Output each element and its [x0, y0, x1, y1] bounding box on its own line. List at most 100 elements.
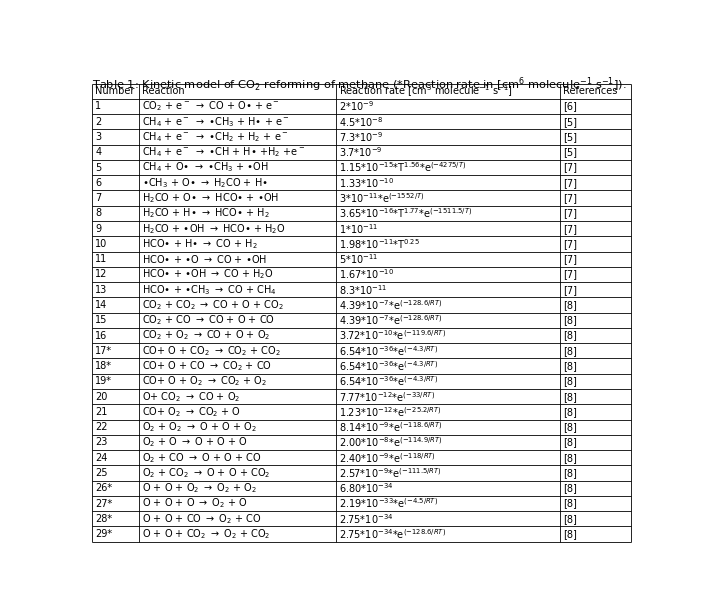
Text: 14: 14 — [95, 300, 107, 310]
Text: 1*10$^{-11}$: 1*10$^{-11}$ — [339, 222, 379, 235]
Text: 16: 16 — [95, 330, 107, 341]
Text: 4: 4 — [95, 147, 102, 158]
Text: O$_2$ + O $\rightarrow$ O + O + O: O$_2$ + O $\rightarrow$ O + O + O — [142, 436, 248, 449]
Text: HCO$\bullet$ + $\bullet$O $\rightarrow$ CO + $\bullet$OH: HCO$\bullet$ + $\bullet$O $\rightarrow$ … — [142, 253, 268, 265]
Text: 1.23*10$^{-12}$*e$^{(-25.2/RT)}$: 1.23*10$^{-12}$*e$^{(-25.2/RT)}$ — [339, 405, 442, 419]
Text: 3: 3 — [95, 132, 102, 142]
Text: [8]: [8] — [563, 453, 577, 463]
Text: 12: 12 — [95, 270, 107, 280]
Text: 7: 7 — [95, 193, 102, 203]
Text: HCO$\bullet$ + $\bullet$OH $\rightarrow$ CO + H$_2$O: HCO$\bullet$ + $\bullet$OH $\rightarrow$… — [142, 267, 274, 281]
Text: [7]: [7] — [563, 162, 577, 173]
Text: 22: 22 — [95, 422, 108, 432]
Text: O + O + CO$_2$ $\rightarrow$ O$_2$ + CO$_2$: O + O + CO$_2$ $\rightarrow$ O$_2$ + CO$… — [142, 527, 271, 541]
Text: 28*: 28* — [95, 514, 112, 524]
Text: CO+ O$_2$ $\rightarrow$ CO$_2$ + O: CO+ O$_2$ $\rightarrow$ CO$_2$ + O — [142, 405, 242, 419]
Text: O$_2$ + O$_2$ $\rightarrow$ O + O + O$_2$: O$_2$ + O$_2$ $\rightarrow$ O + O + O$_2… — [142, 421, 257, 434]
Text: 1.67*10$^{-10}$: 1.67*10$^{-10}$ — [339, 267, 394, 281]
Text: H$_2$CO + $\bullet$OH $\rightarrow$ HCO$\bullet$ + H$_2$O: H$_2$CO + $\bullet$OH $\rightarrow$ HCO$… — [142, 222, 286, 235]
Text: 5*10$^{-11}$: 5*10$^{-11}$ — [339, 253, 379, 266]
Text: HCO$\bullet$ + $\bullet$CH$_3$ $\rightarrow$ CO + CH$_4$: HCO$\bullet$ + $\bullet$CH$_3$ $\rightar… — [142, 283, 277, 297]
Text: 21: 21 — [95, 407, 107, 417]
Text: [7]: [7] — [563, 208, 577, 218]
Text: O$_2$ + CO $\rightarrow$ O + O + CO: O$_2$ + CO $\rightarrow$ O + O + CO — [142, 451, 262, 465]
Text: 20: 20 — [95, 392, 107, 402]
Text: H$_2$CO + H$\bullet$ $\rightarrow$ HCO$\bullet$ + H$_2$: H$_2$CO + H$\bullet$ $\rightarrow$ HCO$\… — [142, 207, 270, 220]
Text: 3.7*10$^{-9}$: 3.7*10$^{-9}$ — [339, 145, 383, 159]
Text: CO$_2$ + e$^-$ $\rightarrow$ CO + O$\bullet$ + e$^-$: CO$_2$ + e$^-$ $\rightarrow$ CO + O$\bul… — [142, 99, 281, 113]
Text: [8]: [8] — [563, 361, 577, 371]
Text: [8]: [8] — [563, 529, 577, 539]
Text: [8]: [8] — [563, 300, 577, 310]
Text: CO+ O + O$_2$ $\rightarrow$ CO$_2$ + O$_2$: CO+ O + O$_2$ $\rightarrow$ CO$_2$ + O$_… — [142, 375, 268, 388]
Text: 6.54*10$^{-36}$*e$^{(-4.3/RT)}$: 6.54*10$^{-36}$*e$^{(-4.3/RT)}$ — [339, 344, 439, 358]
Text: 2.00*10$^{-8}$*e$^{(-114.9/RT)}$: 2.00*10$^{-8}$*e$^{(-114.9/RT)}$ — [339, 436, 443, 449]
Text: CO$_2$ + CO$_2$ $\rightarrow$ CO + O + CO$_2$: CO$_2$ + CO$_2$ $\rightarrow$ CO + O + C… — [142, 298, 285, 312]
Text: 11: 11 — [95, 254, 107, 264]
Text: 10: 10 — [95, 239, 107, 249]
Text: 4.39*10$^{-7}$*e$^{(-128.6/RT)}$: 4.39*10$^{-7}$*e$^{(-128.6/RT)}$ — [339, 313, 443, 327]
Text: 3.65*10$^{-16}$*T$^{1.77}$*e$^{(-1511.5/T)}$: 3.65*10$^{-16}$*T$^{1.77}$*e$^{(-1511.5/… — [339, 207, 472, 220]
Text: 1.98*10$^{-11}$*T$^{0.25}$: 1.98*10$^{-11}$*T$^{0.25}$ — [339, 237, 420, 251]
Text: [8]: [8] — [563, 315, 577, 326]
Text: 1.33*10$^{-10}$: 1.33*10$^{-10}$ — [339, 176, 394, 190]
Text: [5]: [5] — [563, 147, 577, 158]
Text: CO+ O + CO$_2$ $\rightarrow$ CO$_2$ + CO$_2$: CO+ O + CO$_2$ $\rightarrow$ CO$_2$ + CO… — [142, 344, 281, 358]
Text: 29*: 29* — [95, 529, 112, 539]
Text: [5]: [5] — [563, 132, 577, 142]
Text: H$_2$CO + O$\bullet$ $\rightarrow$ HCO$\bullet$ + $\bullet$OH: H$_2$CO + O$\bullet$ $\rightarrow$ HCO$\… — [142, 191, 280, 205]
Text: 23: 23 — [95, 438, 107, 447]
Text: 2.75*10$^{-34}$: 2.75*10$^{-34}$ — [339, 512, 393, 526]
Text: [7]: [7] — [563, 178, 577, 188]
Text: [7]: [7] — [563, 270, 577, 280]
Text: $\bullet$CH$_3$ + O$\bullet$ $\rightarrow$ H$_2$CO + H$\bullet$: $\bullet$CH$_3$ + O$\bullet$ $\rightarro… — [142, 176, 269, 190]
Text: 1.15*10$^{-15}$*T$^{1.56}$*e$^{(-4275/T)}$: 1.15*10$^{-15}$*T$^{1.56}$*e$^{(-4275/T)… — [339, 161, 467, 175]
Text: [8]: [8] — [563, 376, 577, 386]
Text: 6.54*10$^{-36}$*e$^{(-4.3/RT)}$: 6.54*10$^{-36}$*e$^{(-4.3/RT)}$ — [339, 359, 439, 373]
Text: 2.57*10$^{-9}$*e$^{(-111.5/RT)}$: 2.57*10$^{-9}$*e$^{(-111.5/RT)}$ — [339, 466, 442, 480]
Text: 26*: 26* — [95, 483, 112, 493]
Text: CO$_2$ + O$_2$ $\rightarrow$ CO + O + O$_2$: CO$_2$ + O$_2$ $\rightarrow$ CO + O + O$… — [142, 329, 271, 343]
Text: [8]: [8] — [563, 514, 577, 524]
Text: Number: Number — [95, 86, 135, 96]
Text: [8]: [8] — [563, 407, 577, 417]
Text: O + O + O $\rightarrow$ O$_2$ + O: O + O + O $\rightarrow$ O$_2$ + O — [142, 497, 248, 511]
Text: 6.54*10$^{-36}$*e$^{(-4.3/RT)}$: 6.54*10$^{-36}$*e$^{(-4.3/RT)}$ — [339, 375, 439, 388]
Text: CH$_4$ + e$^-$ $\rightarrow$ $\bullet$CH + H$\bullet$ +H$_2$ +e$^-$: CH$_4$ + e$^-$ $\rightarrow$ $\bullet$CH… — [142, 145, 306, 159]
Text: HCO$\bullet$ + H$\bullet$ $\rightarrow$ CO + H$_2$: HCO$\bullet$ + H$\bullet$ $\rightarrow$ … — [142, 237, 258, 251]
Text: 3.72*10$^{-10}$*e$^{(-119.6/RT)}$: 3.72*10$^{-10}$*e$^{(-119.6/RT)}$ — [339, 329, 446, 343]
Text: 13: 13 — [95, 284, 107, 295]
Text: O + O + CO $\rightarrow$ O$_2$ + CO: O + O + CO $\rightarrow$ O$_2$ + CO — [142, 512, 262, 526]
Text: 8: 8 — [95, 208, 102, 218]
Text: [7]: [7] — [563, 239, 577, 249]
Text: CO+ O + CO $\rightarrow$ CO$_2$ + CO: CO+ O + CO $\rightarrow$ CO$_2$ + CO — [142, 359, 272, 373]
Text: [8]: [8] — [563, 483, 577, 493]
Text: Reaction: Reaction — [142, 86, 185, 96]
Text: O$_2$ + CO$_2$ $\rightarrow$ O + O + CO$_2$: O$_2$ + CO$_2$ $\rightarrow$ O + O + CO$… — [142, 466, 271, 480]
Text: O+ CO$_2$ $\rightarrow$ CO + O$_2$: O+ CO$_2$ $\rightarrow$ CO + O$_2$ — [142, 390, 241, 403]
Text: CH$_4$ + e$^-$ $\rightarrow$ $\bullet$CH$_2$ + H$_2$ + e$^-$: CH$_4$ + e$^-$ $\rightarrow$ $\bullet$CH… — [142, 130, 289, 144]
Text: [8]: [8] — [563, 346, 577, 356]
Text: 7.77*10$^{-12}$*e$^{(-33/RT)}$: 7.77*10$^{-12}$*e$^{(-33/RT)}$ — [339, 390, 435, 403]
Text: References: References — [563, 86, 617, 96]
Text: O + O + O$_2$ $\rightarrow$ O$_2$ + O$_2$: O + O + O$_2$ $\rightarrow$ O$_2$ + O$_2… — [142, 481, 257, 495]
Text: 1: 1 — [95, 102, 102, 112]
Text: [6]: [6] — [563, 102, 577, 112]
Text: 4.5*10$^{-8}$: 4.5*10$^{-8}$ — [339, 115, 384, 129]
Text: CH$_4$ + e$^-$ $\rightarrow$ $\bullet$CH$_3$ + H$\bullet$ + e$^-$: CH$_4$ + e$^-$ $\rightarrow$ $\bullet$CH… — [142, 115, 290, 129]
Text: 2.75*10$^{-34}$*e$^{(-128.6/RT)}$: 2.75*10$^{-34}$*e$^{(-128.6/RT)}$ — [339, 527, 446, 541]
Text: [5]: [5] — [563, 116, 577, 127]
Text: 8.14*10$^{-9}$*e$^{(-118.6/RT)}$: 8.14*10$^{-9}$*e$^{(-118.6/RT)}$ — [339, 421, 443, 434]
Text: CH$_4$ + O$\bullet$ $\rightarrow$ $\bullet$CH$_3$ + $\bullet$OH: CH$_4$ + O$\bullet$ $\rightarrow$ $\bull… — [142, 161, 269, 175]
Text: 25: 25 — [95, 468, 108, 478]
Text: 6.80*10$^{-34}$: 6.80*10$^{-34}$ — [339, 481, 394, 495]
Text: [8]: [8] — [563, 438, 577, 447]
Text: [8]: [8] — [563, 468, 577, 478]
Text: 2*10$^{-9}$: 2*10$^{-9}$ — [339, 99, 374, 113]
Text: 19*: 19* — [95, 376, 112, 386]
Text: [8]: [8] — [563, 498, 577, 509]
Text: 8.3*10$^{-11}$: 8.3*10$^{-11}$ — [339, 283, 388, 297]
Text: 17*: 17* — [95, 346, 112, 356]
Text: 6: 6 — [95, 178, 102, 188]
Text: 2: 2 — [95, 116, 102, 127]
